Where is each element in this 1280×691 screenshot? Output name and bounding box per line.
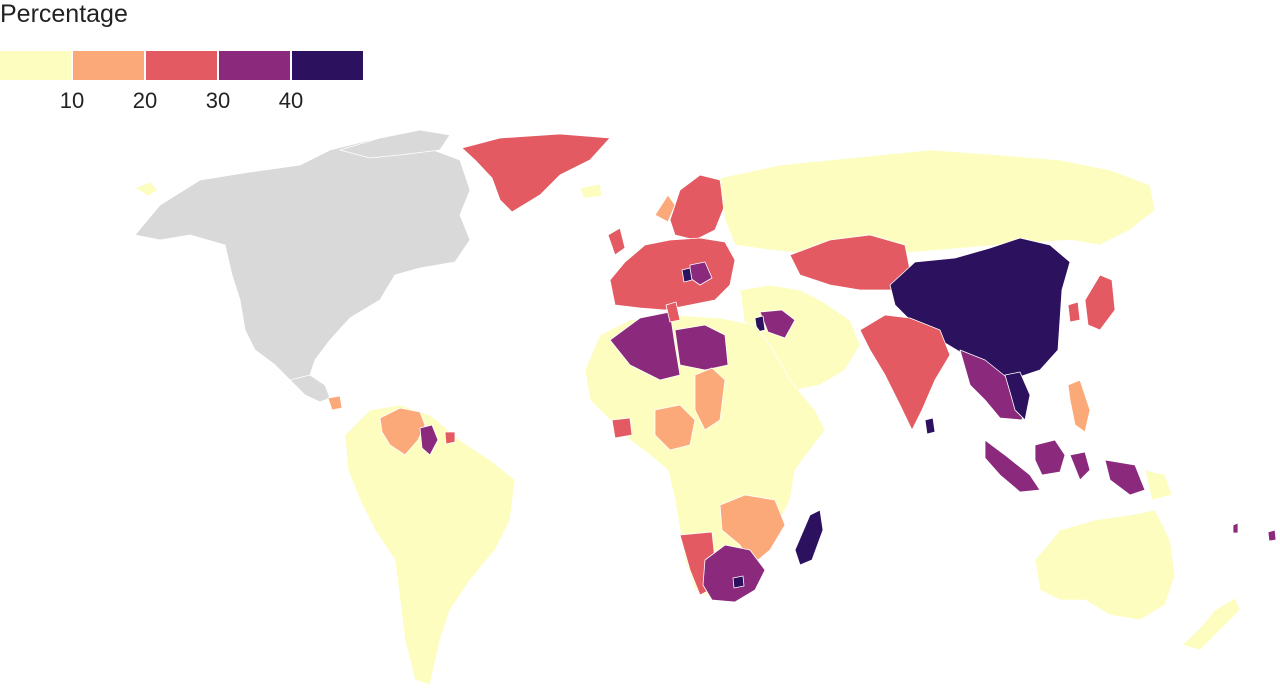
region-libya[interactable]	[674, 324, 729, 371]
legend-tick-20: 20	[132, 88, 158, 113]
region-tunisia[interactable]	[665, 301, 681, 323]
region-nigeria[interactable]	[654, 404, 696, 451]
region-chad-sudan[interactable]	[694, 367, 726, 431]
legend-tick-10: 10	[59, 88, 85, 113]
legend-swatch-2	[146, 51, 217, 80]
legend-swatch-3	[219, 51, 290, 80]
region-india[interactable]	[859, 314, 951, 431]
legend-tick-30: 30	[205, 88, 231, 113]
region-russia[interactable]	[719, 149, 1156, 256]
legend-color-bar	[0, 51, 365, 80]
region-japan[interactable]	[1084, 274, 1116, 331]
region-central-america[interactable]	[289, 374, 331, 403]
region-greenland[interactable]	[461, 133, 611, 213]
region-pacific-island-1[interactable]	[1232, 522, 1239, 534]
legend-tick-40: 40	[278, 88, 304, 113]
region-norway-west[interactable]	[654, 194, 676, 223]
region-west-africa-red[interactable]	[611, 417, 633, 439]
region-uk[interactable]	[607, 227, 626, 256]
region-lesotho[interactable]	[732, 575, 745, 589]
region-png[interactable]	[1144, 469, 1173, 501]
region-caribbean[interactable]	[327, 395, 343, 411]
region-madagascar[interactable]	[794, 509, 824, 566]
region-vietnam[interactable]	[1004, 371, 1031, 421]
region-borneo[interactable]	[1034, 439, 1066, 476]
region-sri-lanka[interactable]	[924, 417, 936, 435]
region-iceland[interactable]	[579, 183, 603, 199]
region-syria[interactable]	[759, 309, 796, 339]
legend-swatch-1	[73, 51, 144, 80]
region-east-southern-africa[interactable]	[719, 494, 786, 566]
region-alaska-small[interactable]	[134, 181, 159, 197]
region-philippines[interactable]	[1067, 379, 1091, 433]
region-europe-main[interactable]	[609, 237, 736, 311]
region-sulawesi[interactable]	[1069, 451, 1091, 481]
region-south-america[interactable]	[344, 404, 516, 686]
legend-swatch-0	[0, 51, 71, 80]
region-north-america[interactable]	[134, 139, 471, 391]
region-indonesia-west[interactable]	[984, 439, 1041, 493]
region-algeria[interactable]	[609, 311, 681, 381]
region-papua[interactable]	[1104, 459, 1146, 496]
region-new-zealand[interactable]	[1181, 597, 1241, 651]
region-guyana[interactable]	[419, 424, 439, 456]
region-scandinavia[interactable]	[669, 174, 726, 241]
legend-title: Percentage	[0, 0, 128, 28]
region-french-guiana[interactable]	[444, 431, 456, 445]
region-south-africa[interactable]	[702, 544, 766, 603]
region-balkans-small[interactable]	[681, 267, 693, 283]
legend-swatch-4	[292, 51, 363, 80]
region-southeast-asia[interactable]	[959, 349, 1026, 421]
region-venezuela[interactable]	[379, 407, 426, 456]
region-korea[interactable]	[1067, 301, 1081, 323]
region-canada-islands[interactable]	[339, 129, 451, 159]
region-pacific-island-2[interactable]	[1267, 529, 1277, 542]
region-australia[interactable]	[1034, 509, 1176, 621]
